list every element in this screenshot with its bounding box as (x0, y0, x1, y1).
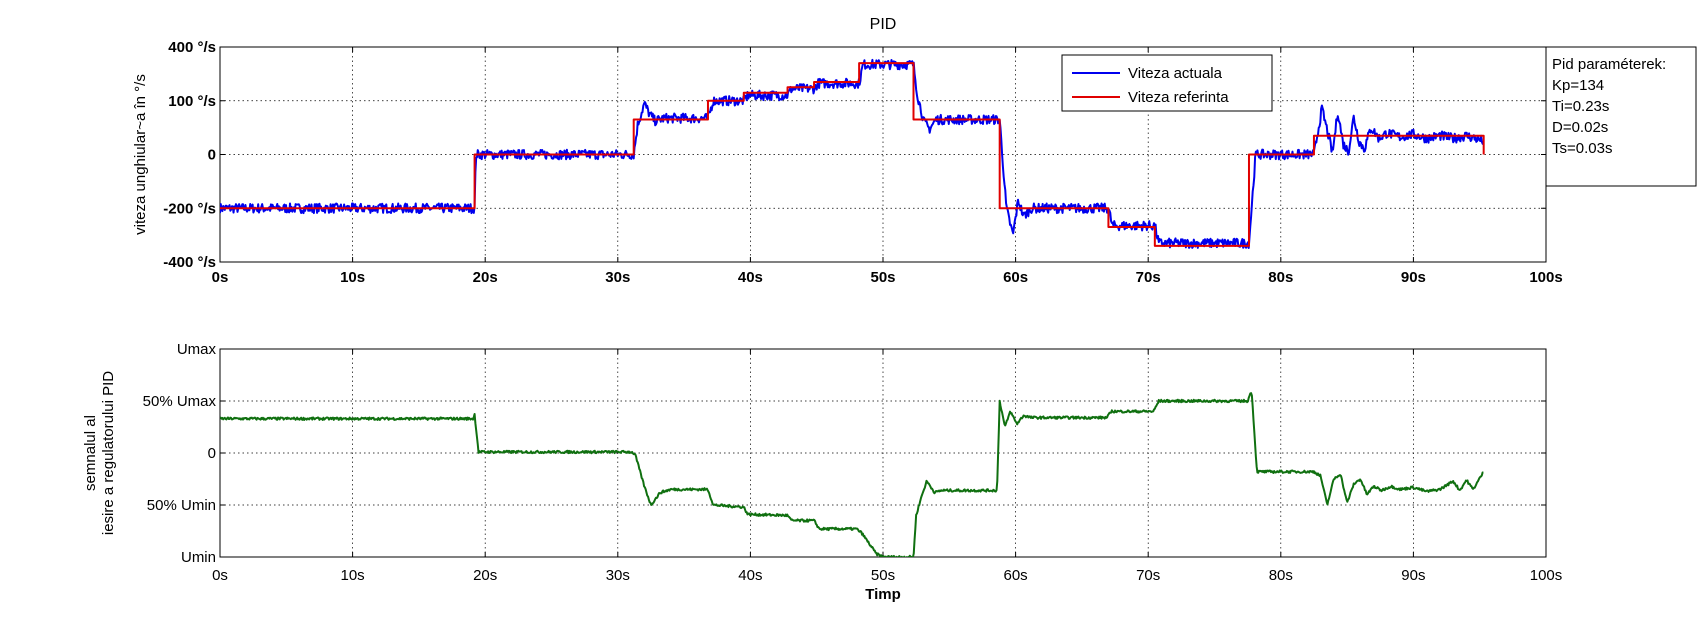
param-line: Ti=0.23s (1552, 98, 1609, 115)
x-tick-label: 0s (212, 567, 228, 584)
x-tick-label: 70s (1136, 567, 1160, 584)
x-tick-label: 100s (1530, 567, 1563, 584)
x-tick-label: 60s (1004, 567, 1028, 584)
legend-entry: Viteza referinta (1128, 89, 1229, 106)
y-tick-label: -400 °/s (163, 254, 216, 271)
y-tick-label: Umax (177, 341, 217, 358)
y-tick-label: 100 °/s (168, 93, 216, 110)
series-line (220, 62, 1485, 247)
x-tick-label: 80s (1269, 567, 1293, 584)
y-tick-label: 50% Umin (147, 497, 216, 514)
legend-box (1061, 54, 1273, 112)
x-tick-label: 20s (473, 269, 498, 286)
series-line (220, 392, 1484, 557)
x-tick-label: 30s (605, 269, 630, 286)
y-tick-label: 400 °/s (168, 39, 216, 56)
x-tick-label: 50s (871, 567, 895, 584)
x-tick-label: 40s (738, 567, 762, 584)
y-axis-label: viteza unghiular~a în °/s (132, 74, 149, 235)
x-tick-label: 90s (1401, 567, 1425, 584)
x-tick-label: 20s (473, 567, 497, 584)
x-tick-label: 50s (870, 269, 895, 286)
x-tick-label: 10s (341, 567, 365, 584)
x-tick-label: 0s (212, 269, 229, 286)
param-line: D=0.02s (1552, 119, 1608, 136)
x-tick-label: 100s (1529, 269, 1562, 286)
param-line: Ts=0.03s (1552, 140, 1612, 157)
x-tick-label: 70s (1136, 269, 1161, 286)
legend-entry: Viteza actuala (1128, 65, 1223, 82)
x-tick-label: 10s (340, 269, 365, 286)
chart-title: PID (870, 16, 897, 33)
x-tick-label: 90s (1401, 269, 1426, 286)
y-tick-label: -200 °/s (163, 200, 216, 217)
y-tick-label: 0 (208, 147, 216, 164)
legend: Viteza actuala Viteza referinta (1061, 54, 1273, 112)
param-box-frame (1545, 46, 1697, 187)
y-axis-label: semnalul al (82, 415, 99, 491)
x-axis-label: Timp (865, 586, 901, 603)
pid-parameters-box: Pid paraméterek: Kp=134 Ti=0.23s D=0.02s Ts=… (1545, 46, 1697, 187)
y-tick-label: 50% Umax (143, 393, 217, 410)
param-line: Kp=134 (1552, 77, 1604, 94)
y-tick-label: Umin (181, 549, 216, 566)
param-line: Pid paraméterek: (1552, 56, 1666, 73)
x-tick-label: 30s (606, 567, 630, 584)
x-tick-label: 40s (738, 269, 763, 286)
x-tick-label: 80s (1268, 269, 1293, 286)
velocity-plot: 0s 10s 20s 30s 40s 50s 60s 70s 80s 90s 100s 400 °/s… (132, 16, 1563, 286)
x-tick-label: 60s (1003, 269, 1028, 286)
y-tick-label: 0 (208, 445, 216, 462)
y-axis-label: iesire a regulatorului PID (100, 371, 117, 535)
controller-output-plot: 0s 10s 20s 30s 40s 50s 60s 70s 80s 90s 100s Umax 50%… (82, 341, 1562, 603)
